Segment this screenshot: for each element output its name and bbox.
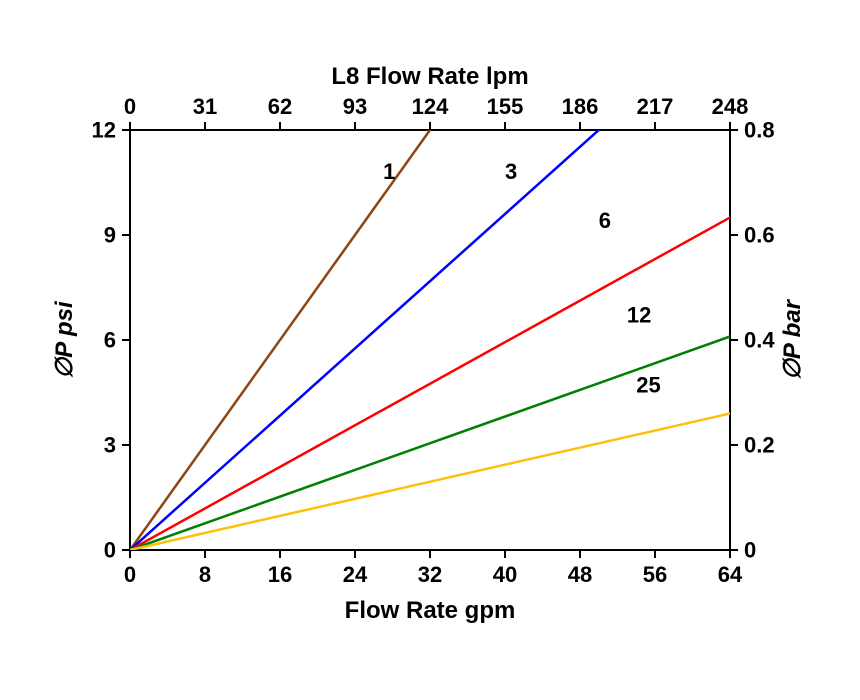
x-bottom-tick-label: 32 [418,562,442,587]
x-top-tick-label: 217 [637,94,674,119]
x-bottom-tick-label: 24 [343,562,368,587]
y-left-label-group: ∅P psi [51,300,78,379]
x-bottom-tick-label: 16 [268,562,292,587]
series-label-3: 3 [505,159,517,184]
plot-border [130,130,730,550]
chart-svg: 0816243240485664Flow Rate gpm03162931241… [0,0,860,700]
series-line-6 [130,151,850,550]
x-bottom-tick-label: 40 [493,562,517,587]
x-bottom-label: Flow Rate gpm [345,597,516,624]
x-bottom-tick-label: 8 [199,562,211,587]
y-right-tick-label: 0 [744,537,756,562]
x-bottom-tick-label: 64 [718,562,743,587]
y-left-tick-label: 0 [104,537,116,562]
y-right-tick-label: 0.6 [744,222,775,247]
series-label-1: 1 [383,159,395,184]
x-bottom-tick-label: 0 [124,562,136,587]
x-top-tick-label: 0 [124,94,136,119]
x-bottom-tick-label: 48 [568,562,592,587]
y-right-label-group: ∅P bar [779,298,806,380]
x-top-tick-label: 93 [343,94,367,119]
y-right-tick-label: 0.2 [744,432,775,457]
series-line-12 [130,294,850,550]
x-top-tick-label: 62 [268,94,292,119]
x-top-tick-label: 155 [487,94,524,119]
x-top-tick-label: 124 [412,94,449,119]
y-left-tick-label: 3 [104,432,116,457]
x-top-tick-label: 248 [712,94,749,119]
series-label-25: 25 [636,373,660,398]
x-bottom-tick-label: 56 [643,562,667,587]
y-right-tick-label: 0.8 [744,117,775,142]
y-left-tick-label: 9 [104,222,116,247]
x-top-tick-label: 186 [562,94,599,119]
y-left-tick-label: 6 [104,327,116,352]
flow-rate-chart: 0816243240485664Flow Rate gpm03162931241… [0,0,860,700]
chart-title-top: L8 Flow Rate lpm [331,63,528,90]
y-right-tick-label: 0.4 [744,327,775,352]
y-left-label: ∅P psi [51,300,78,379]
series-label-12: 12 [627,303,651,328]
x-top-tick-label: 31 [193,94,217,119]
y-left-tick-label: 12 [92,117,116,142]
y-right-label: ∅P bar [779,298,806,380]
series-label-6: 6 [599,208,611,233]
series-line-25 [130,386,850,550]
